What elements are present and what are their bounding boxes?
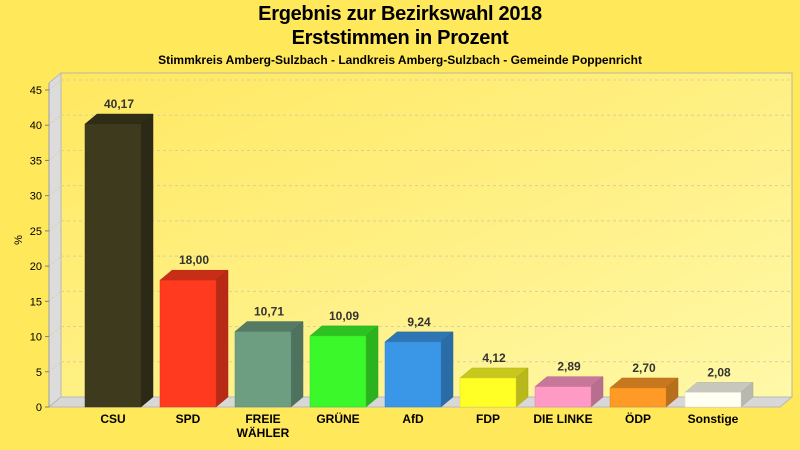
y-tick-label: 0: [36, 402, 42, 414]
bar-3: [234, 321, 304, 408]
bar-6: [459, 367, 529, 408]
bar-front-face: [159, 279, 217, 408]
bar-2: [159, 269, 229, 408]
bar-front-face: [309, 335, 367, 408]
value-label: 40,17: [104, 97, 134, 111]
y-tick-label: 30: [30, 191, 42, 203]
gridline-side: [48, 290, 62, 302]
y-tick-label: 35: [30, 155, 42, 167]
bar-front-face: [384, 341, 442, 408]
chart-caption: Stimmkreis Amberg-Sulzbach - Landkreis A…: [158, 53, 642, 67]
y-tick-label: 40: [30, 120, 42, 132]
bar-front-face: [534, 386, 592, 408]
category-label: WÄHLER: [237, 425, 290, 440]
chart-subtitle: Erststimmen in Prozent: [291, 27, 509, 49]
bar-side-face: [440, 331, 454, 408]
value-label: 2,89: [557, 360, 581, 374]
category-label: GRÜNE: [316, 411, 359, 426]
bar-side-face: [290, 321, 304, 408]
value-label: 4,12: [482, 351, 506, 365]
bar-front-face: [684, 392, 742, 408]
gridline-side: [48, 255, 62, 267]
bar-side-face: [140, 113, 154, 408]
category-label: FREIE: [245, 412, 280, 426]
gridline-side: [48, 114, 62, 126]
category-label: ÖDP: [625, 411, 651, 426]
chart-title: Ergebnis zur Bezirkswahl 2018: [258, 3, 542, 25]
bar-5: [384, 331, 454, 408]
gridline-side: [48, 185, 62, 197]
bar-8: [609, 377, 679, 408]
y-tick-label: 25: [30, 226, 42, 238]
y-tick-label: 15: [30, 296, 42, 308]
category-label: AfD: [402, 412, 424, 426]
value-label: 9,24: [407, 315, 431, 329]
category-label: CSU: [100, 412, 125, 426]
gridline-side: [48, 220, 62, 232]
bar-9: [684, 381, 754, 408]
gridline-side: [48, 79, 62, 91]
gridline-side: [48, 361, 62, 373]
bar-front-face: [609, 387, 667, 408]
y-axis-label: %: [13, 235, 25, 245]
gridline-side: [48, 150, 62, 161]
category-label: FDP: [476, 412, 500, 426]
y-tick-label: 20: [30, 261, 42, 273]
bar-side-face: [215, 269, 229, 408]
bar-front-face: [234, 331, 292, 408]
bar-7: [534, 376, 604, 408]
value-label: 10,09: [329, 309, 359, 323]
bar-front-face: [84, 123, 142, 408]
value-label: 10,71: [254, 305, 284, 319]
bar-side-face: [365, 325, 379, 408]
category-label: DIE LINKE: [533, 412, 592, 426]
gridline-side: [48, 326, 62, 337]
value-label: 18,00: [179, 253, 209, 267]
y-tick-label: 10: [30, 332, 42, 344]
category-label: SPD: [176, 412, 201, 426]
y-tick-label: 45: [30, 85, 42, 97]
bar-front-face: [459, 377, 517, 408]
plot-side-wall: [48, 71, 62, 409]
bar-1: [84, 113, 154, 408]
y-tick-label: 5: [36, 367, 42, 379]
value-label: 2,08: [707, 365, 731, 379]
bar-4: [309, 325, 379, 408]
category-label: Sonstige: [688, 412, 739, 426]
value-label: 2,70: [632, 361, 656, 375]
